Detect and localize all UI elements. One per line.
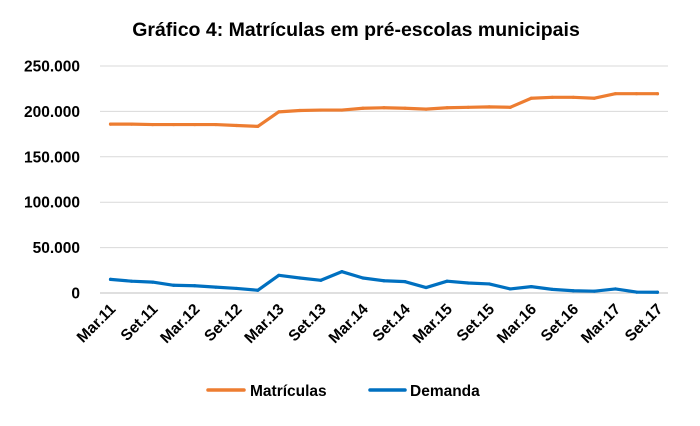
- data-point: [487, 282, 491, 286]
- data-point: [550, 287, 554, 291]
- x-tick-label: Set.14: [370, 301, 415, 346]
- data-point: [508, 287, 512, 291]
- data-point: [108, 122, 113, 126]
- series-line: [108, 92, 660, 128]
- chart-title: Gráfico 4: Matrículas em pré-escolas mun…: [132, 19, 580, 41]
- legend-label: Demanda: [410, 383, 480, 400]
- data-point: [529, 285, 533, 289]
- data-point: [277, 110, 281, 114]
- data-point: [108, 277, 113, 281]
- x-tick-label: Set.12: [201, 301, 245, 345]
- data-point: [424, 285, 428, 290]
- data-point: [235, 286, 239, 291]
- series-demanda: [108, 270, 660, 294]
- x-tick-label: Set.17: [622, 301, 666, 345]
- data-point: [235, 123, 239, 128]
- data-point: [214, 122, 218, 127]
- x-tick-label: Mar.14: [326, 301, 372, 347]
- y-tick-label: 0: [71, 286, 80, 303]
- data-point: [214, 285, 218, 289]
- data-point: [592, 96, 596, 100]
- data-point: [571, 95, 575, 99]
- data-point: [340, 108, 344, 112]
- data-point: [571, 289, 575, 293]
- y-tick-label: 250.000: [24, 59, 80, 76]
- data-point: [129, 122, 134, 126]
- y-tick-label: 150.000: [24, 149, 80, 166]
- y-tick-label: 50.000: [33, 240, 80, 257]
- data-point: [340, 270, 344, 274]
- data-point: [150, 122, 155, 127]
- x-tick-label: Mar.13: [241, 301, 287, 347]
- data-point: [277, 273, 281, 277]
- data-point: [382, 279, 386, 283]
- legend-label: Matrículas: [250, 383, 327, 400]
- data-point: [129, 279, 134, 283]
- data-point: [655, 290, 660, 294]
- data-point: [403, 280, 407, 284]
- legend-item-matriculas: Matrículas: [206, 383, 327, 400]
- data-point: [445, 106, 449, 110]
- grid-layer: [100, 65, 668, 294]
- data-point: [655, 92, 660, 96]
- data-point: [150, 280, 155, 284]
- data-point: [466, 281, 470, 285]
- data-point: [361, 276, 365, 280]
- data-point: [424, 107, 428, 111]
- data-point: [298, 108, 302, 113]
- data-point: [634, 290, 639, 294]
- data-point: [319, 108, 323, 112]
- x-tick-label: Mar.12: [157, 301, 203, 347]
- data-point: [550, 95, 554, 99]
- y-axis-ticks: 0 50.000 100.000 150.000 200.000 250.000: [24, 59, 80, 303]
- legend: Matrículas Demanda: [206, 383, 480, 400]
- x-tick-label: Mar.16: [494, 301, 540, 347]
- x-axis-ticks: Mar.11Set.11Mar.12Set.12Mar.13Set.13Mar.…: [74, 301, 667, 347]
- data-point: [613, 287, 618, 291]
- data-point: [256, 288, 260, 292]
- x-tick-label: Mar.11: [74, 301, 120, 347]
- y-tick-label: 100.000: [24, 195, 80, 212]
- data-point: [487, 105, 491, 109]
- x-tick-label: Set.13: [285, 301, 330, 346]
- series-matriculas: [108, 92, 660, 128]
- data-point: [298, 276, 302, 280]
- x-tick-label: Set.15: [454, 301, 499, 346]
- data-point: [172, 283, 176, 287]
- data-point: [403, 106, 407, 110]
- y-tick-label: 200.000: [24, 104, 80, 121]
- x-tick-label: Mar.15: [410, 301, 456, 347]
- data-point: [466, 105, 470, 109]
- data-point: [193, 284, 197, 288]
- data-point: [613, 92, 618, 96]
- x-tick-label: Mar.17: [578, 301, 624, 347]
- data-point: [508, 105, 512, 109]
- data-point: [361, 106, 365, 110]
- data-point: [634, 92, 639, 96]
- data-point: [529, 96, 533, 100]
- data-point: [256, 124, 260, 128]
- data-point: [382, 106, 386, 110]
- data-point: [592, 289, 596, 293]
- data-point: [319, 278, 323, 282]
- data-point: [193, 122, 197, 127]
- x-tick-label: Set.11: [118, 301, 162, 345]
- data-point: [172, 122, 176, 127]
- data-point: [445, 279, 449, 283]
- series-layer: [108, 92, 660, 294]
- x-tick-label: Set.16: [538, 301, 583, 346]
- legend-item-demanda: Demanda: [368, 383, 480, 400]
